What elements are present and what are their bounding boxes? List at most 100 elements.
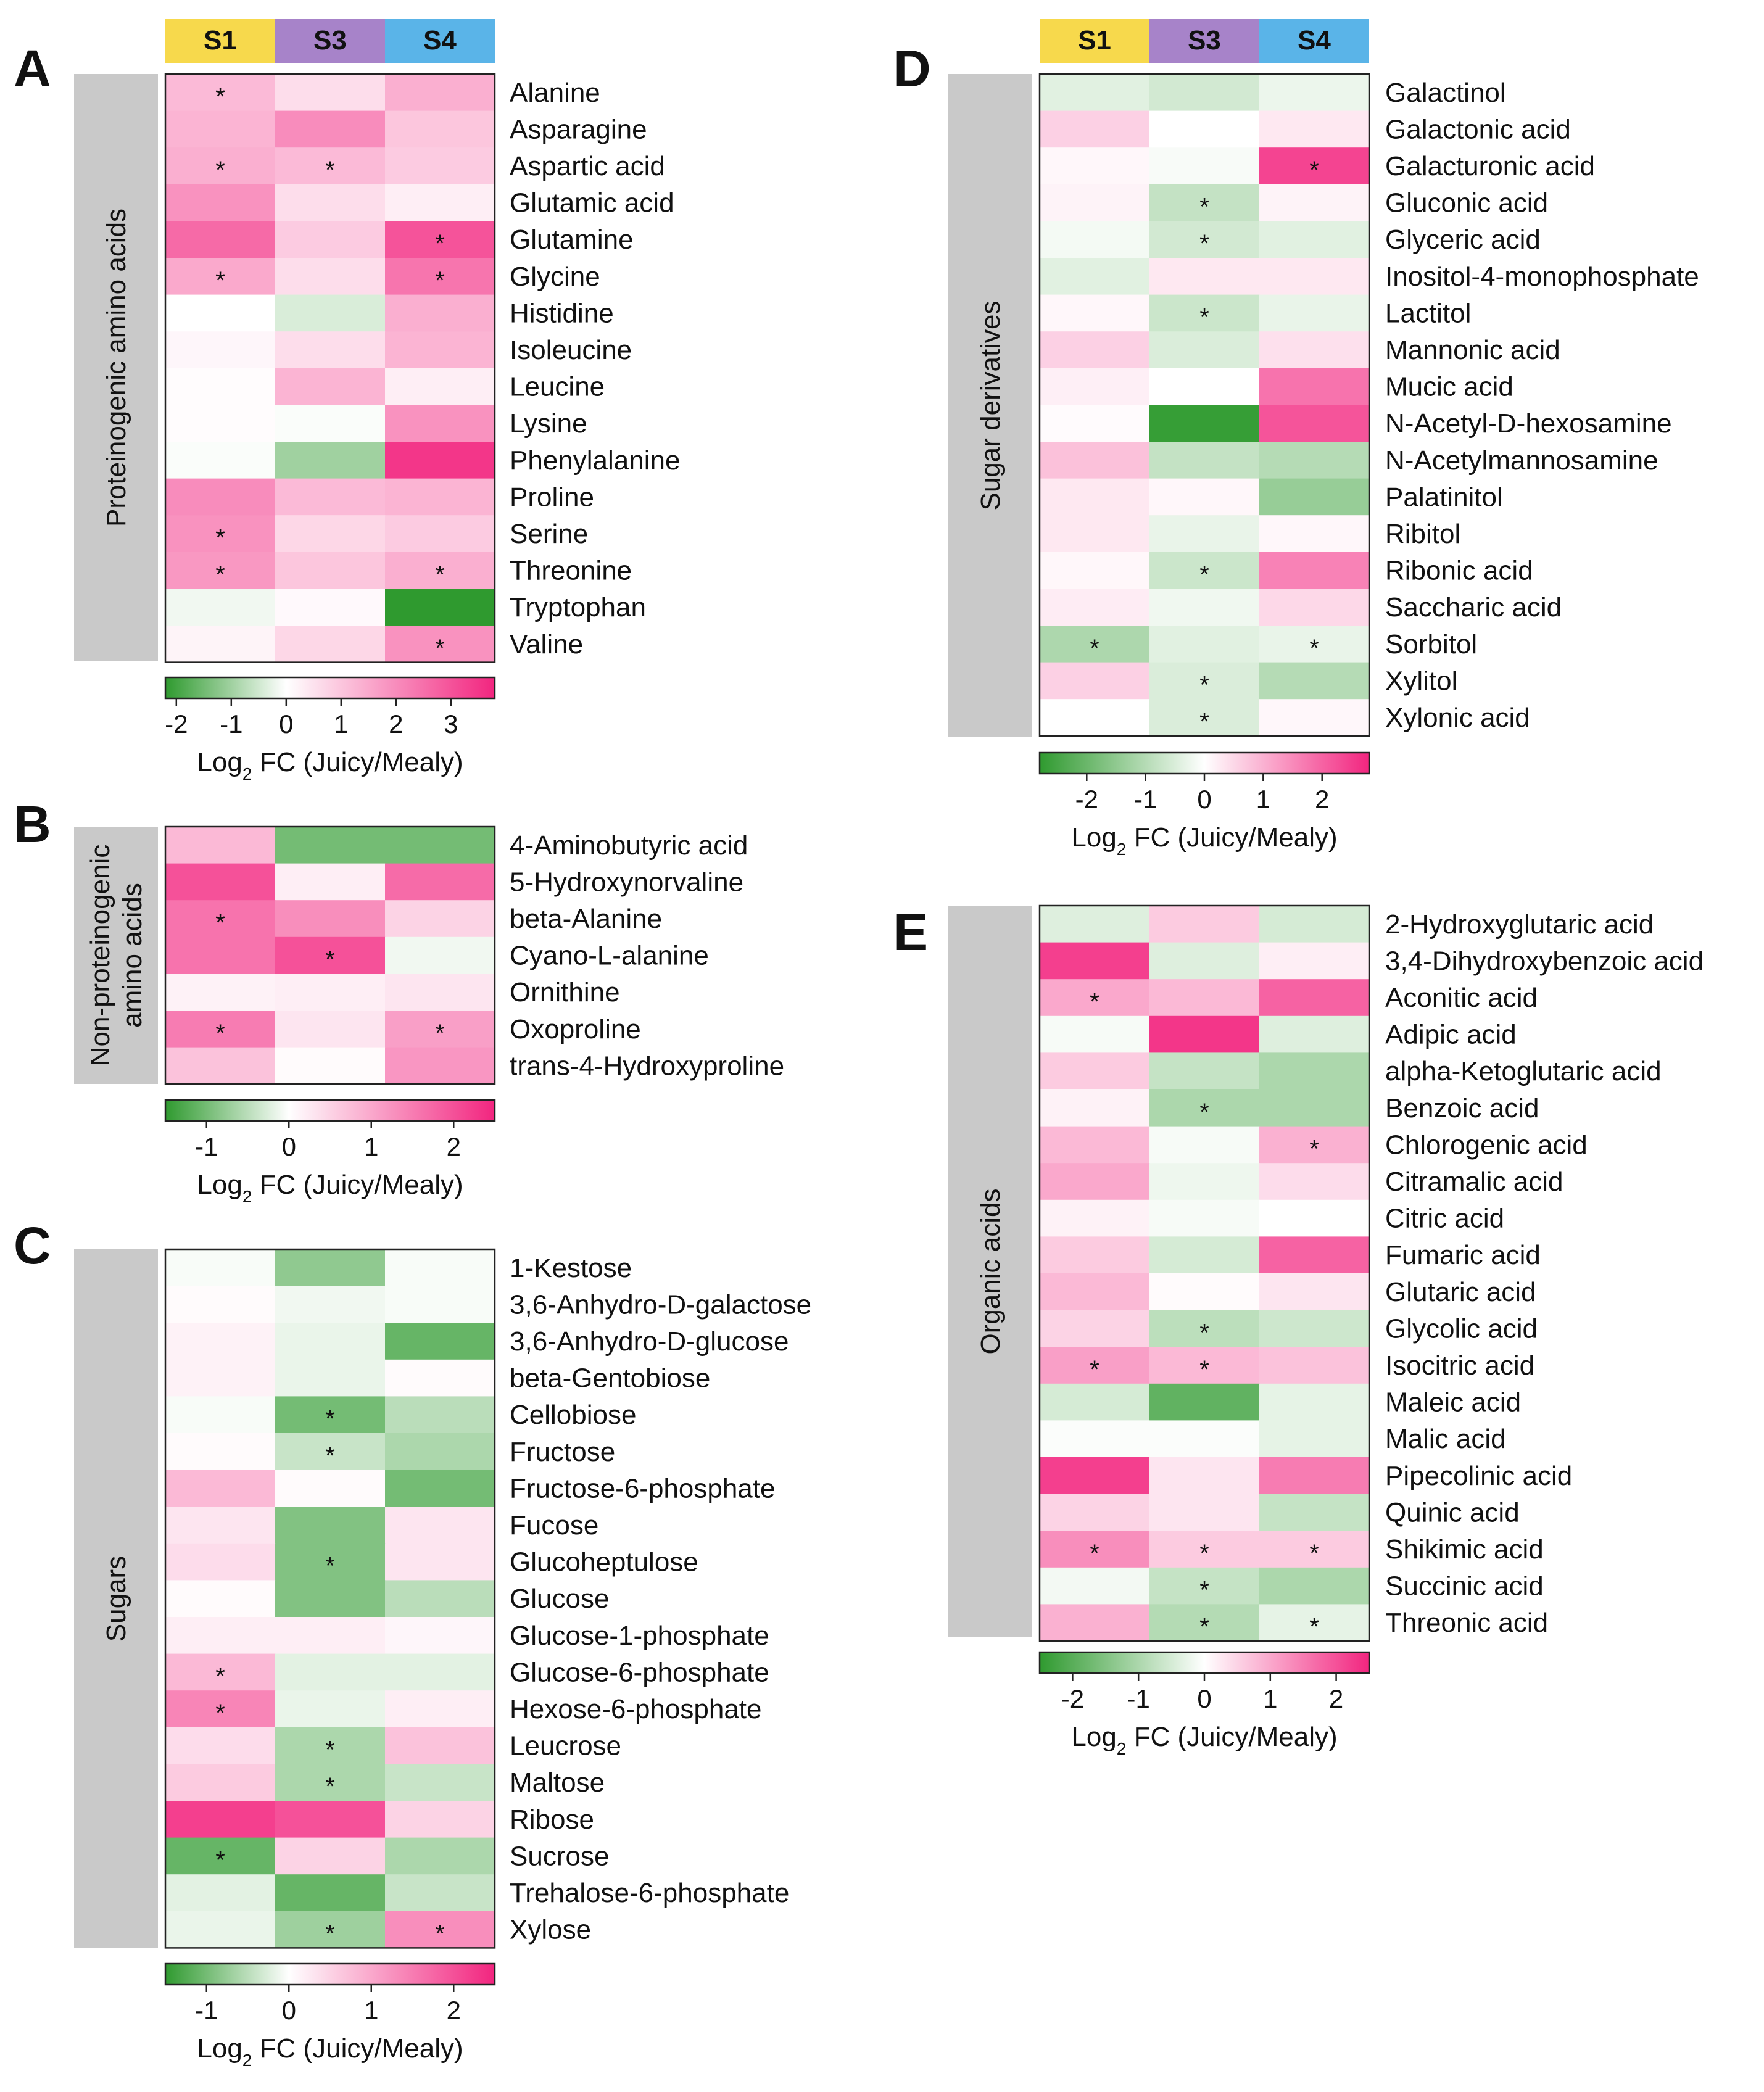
significance-star: * [325, 1405, 335, 1433]
heatmap-cell [275, 1653, 386, 1691]
row-label: Citramalic acid [1385, 1167, 1563, 1197]
heatmap-cell [1149, 184, 1260, 221]
heatmap-cell [165, 1580, 276, 1618]
column-header-S3 [275, 19, 385, 63]
heatmap-cell [1259, 1347, 1370, 1384]
heatmap-cell [385, 1617, 495, 1655]
row-label: trans-4-Hydroxyproline [510, 1051, 784, 1081]
column-header-label: S1 [1078, 25, 1111, 56]
group-label: Sugars [101, 1556, 131, 1642]
heatmap-cell [275, 552, 386, 589]
colorbar-tick-label: 0 [282, 1996, 296, 2025]
heatmap-cell [165, 221, 276, 258]
heatmap-cell [165, 1690, 276, 1728]
row-label: Isocitric acid [1385, 1350, 1534, 1381]
heatmap-cell [1149, 1567, 1260, 1605]
heatmap-cell [1259, 1310, 1370, 1347]
group-label: Non-proteinogenicamino acids [85, 845, 147, 1067]
heatmap-cell [275, 221, 386, 258]
heatmap-cell [1149, 442, 1260, 479]
heatmap-cell [165, 184, 276, 221]
row-label: Mannonic acid [1385, 335, 1560, 365]
heatmap-cell [1259, 626, 1370, 663]
heatmap-cell [1149, 626, 1260, 663]
heatmap-cell [385, 1837, 495, 1875]
heatmap-cell [275, 478, 386, 516]
heatmap-cell [1259, 1015, 1370, 1053]
significance-star: * [1199, 304, 1209, 331]
heatmap-cell [1040, 294, 1150, 332]
heatmap-cell [275, 589, 386, 626]
heatmap-cell [275, 294, 386, 332]
row-label: Pipecolinic acid [1385, 1461, 1572, 1491]
heatmap-frame [164, 825, 496, 1085]
heatmap-cell [165, 110, 276, 148]
significance-star: * [1090, 1540, 1099, 1567]
heatmap-cell [385, 405, 495, 442]
heatmap-cell [165, 974, 276, 1011]
heatmap-cell [1259, 1052, 1370, 1090]
heatmap-cell [1149, 1273, 1260, 1311]
heatmap-cell [165, 1874, 276, 1912]
heatmap-cell [1259, 1531, 1370, 1568]
heatmap-cell [1259, 110, 1370, 148]
row-label: Maleic acid [1385, 1387, 1521, 1418]
row-label: 3,4-Dihydroxybenzoic acid [1385, 946, 1704, 976]
heatmap-cell [165, 900, 276, 938]
row-label: Alanine [510, 78, 600, 108]
heatmap-cell [385, 1911, 495, 1948]
heatmap-cell [385, 1764, 495, 1801]
heatmap-cell [1149, 942, 1260, 980]
colorbar-tick-label: -1 [1127, 1684, 1150, 1713]
row-label: Ribitol [1385, 519, 1460, 549]
heatmap-cell [1149, 1015, 1260, 1053]
panel-letter: A [14, 39, 51, 97]
row-label: Aspartic acid [510, 151, 665, 181]
heatmap-cell [1259, 942, 1370, 980]
heatmap-cell [385, 1047, 495, 1085]
heatmap-cell [1259, 1089, 1370, 1127]
row-label: Glycine [510, 262, 600, 292]
row-label: Lactitol [1385, 298, 1471, 328]
heatmap-cell [1259, 699, 1370, 737]
heatmap-cell [275, 1047, 386, 1085]
heatmap-cell [385, 1543, 495, 1581]
heatmap-cell [1149, 1604, 1260, 1642]
heatmap-cell [165, 1543, 276, 1581]
heatmap-cell [275, 1433, 386, 1471]
heatmap-cell [1040, 1199, 1150, 1237]
column-header-S1 [165, 19, 275, 63]
significance-star: * [215, 909, 225, 936]
heatmap-cell [1040, 1089, 1150, 1127]
row-label: Gluconic acid [1385, 188, 1548, 218]
heatmap-cell [1149, 1347, 1260, 1384]
row-label: Succinic acid [1385, 1571, 1544, 1602]
row-label: Asparagine [510, 114, 647, 144]
panel-D: D S1 S3 S4 Sugar derivatives Galactinol Galact… [893, 19, 1699, 859]
row-label: Shikimic acid [1385, 1534, 1544, 1565]
significance-star: * [1199, 194, 1209, 221]
column-header-S1 [1040, 19, 1149, 63]
row-label: Benzoic acid [1385, 1093, 1539, 1123]
heatmap-cell [1040, 258, 1150, 296]
significance-star: * [215, 1700, 225, 1727]
significance-star: * [215, 1846, 225, 1874]
heatmap-cell [1040, 147, 1150, 185]
heatmap-cell [165, 1011, 276, 1048]
significance-star: * [1199, 1356, 1209, 1383]
heatmap-cell [165, 1286, 276, 1323]
heatmap-cell [165, 74, 276, 112]
heatmap-cell [165, 1617, 276, 1655]
row-label: Palatinitol [1385, 482, 1503, 512]
colorbar-tick-label: 1 [1256, 785, 1270, 814]
row-label: Xylose [510, 1915, 591, 1945]
row-label: Cyano-L-alanine [510, 941, 709, 971]
heatmap-cell [1259, 1199, 1370, 1237]
colorbar-title: Log2 FC (Juicy/Mealy) [197, 1170, 463, 1206]
heatmap-cell [1149, 110, 1260, 148]
significance-star: * [325, 1553, 335, 1580]
row-label: Threonic acid [1385, 1608, 1548, 1638]
heatmap-cell [275, 827, 386, 864]
heatmap-cell [275, 1911, 386, 1948]
row-label: Citric acid [1385, 1204, 1504, 1234]
